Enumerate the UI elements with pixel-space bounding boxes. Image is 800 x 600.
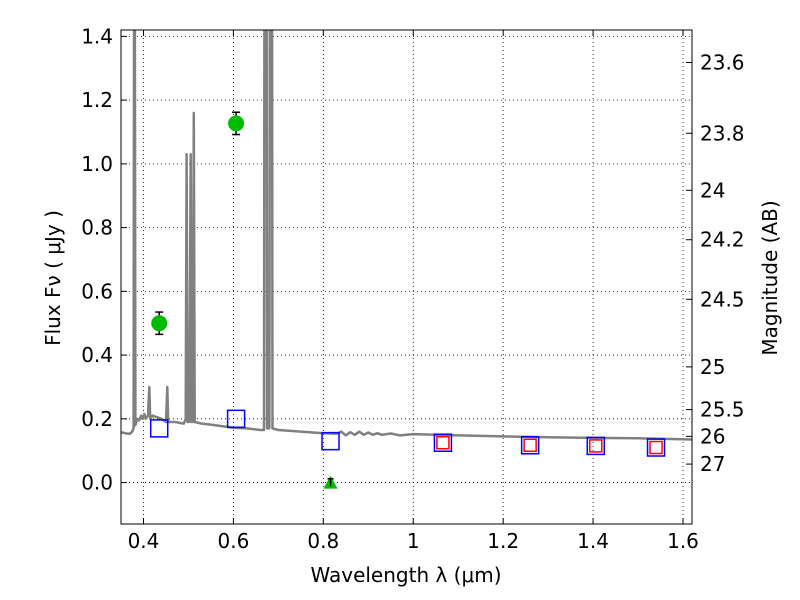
y-tick-label: 0.4: [81, 343, 113, 367]
x-tick-label: 1.2: [487, 529, 519, 553]
spectrum-line: [121, 30, 692, 441]
x-tick-label: 1.6: [667, 529, 699, 553]
y-axis-title: Flux Fν ( μJy ): [41, 210, 65, 346]
x-tick-label: 0.4: [128, 529, 160, 553]
y-tick-label: 1.4: [81, 24, 113, 48]
y2-tick-label: 23.8: [700, 121, 745, 145]
model-photometry-square: [226, 409, 246, 429]
y-tick-label: 0.8: [81, 216, 113, 240]
model-photometry-square: [646, 438, 666, 457]
y2-tick-label: 26: [700, 424, 725, 448]
y2-tick-label: 24.5: [700, 287, 745, 311]
x-tick-label: 1: [407, 529, 420, 553]
y2-tick-label: 24: [700, 178, 725, 202]
model-photometry-square: [520, 436, 540, 455]
detection-point: [151, 315, 168, 332]
y2-tick-label: 25: [700, 355, 725, 379]
y2-tick-label: 27: [700, 452, 725, 476]
axis-ticks: 0.4 0.6 0.8 1 1.2 1.4 1.6 0.0 0.2 0.4 0.6 0.8 1.0 1.2…: [81, 24, 744, 553]
y-tick-label: 1.0: [81, 152, 113, 176]
detection-point: [228, 115, 245, 132]
model-photometry-red-square: [589, 439, 603, 453]
y2-tick-label: 25.5: [700, 398, 745, 422]
y2-tick-label: 24.2: [700, 228, 745, 252]
y-tick-label: 0.0: [81, 471, 113, 495]
x-tick-label: 1.4: [577, 529, 609, 553]
x-tick-label: 0.8: [307, 529, 339, 553]
y-tick-label: 0.2: [81, 407, 113, 431]
plot-data: [121, 30, 692, 489]
model-photometry-square: [433, 433, 453, 452]
model-photometry-red-square: [649, 440, 663, 455]
model-photometry-square: [149, 419, 169, 438]
model-photometry-square: [586, 436, 606, 456]
y2-tick-label: 23.6: [700, 51, 745, 75]
model-photometry-square: [321, 431, 340, 451]
x-axis-title: Wavelength λ (μm): [310, 563, 501, 587]
x-tick-label: 0.6: [217, 529, 249, 553]
model-photometry-red-square: [436, 435, 450, 450]
grid: [121, 30, 692, 524]
model-photometry-red-square: [523, 438, 537, 453]
y-tick-label: 1.2: [81, 88, 113, 112]
y2-axis-title: Magnitude (AB): [758, 200, 782, 355]
y-tick-label: 0.6: [81, 279, 113, 303]
plot-frame: [120, 29, 693, 525]
